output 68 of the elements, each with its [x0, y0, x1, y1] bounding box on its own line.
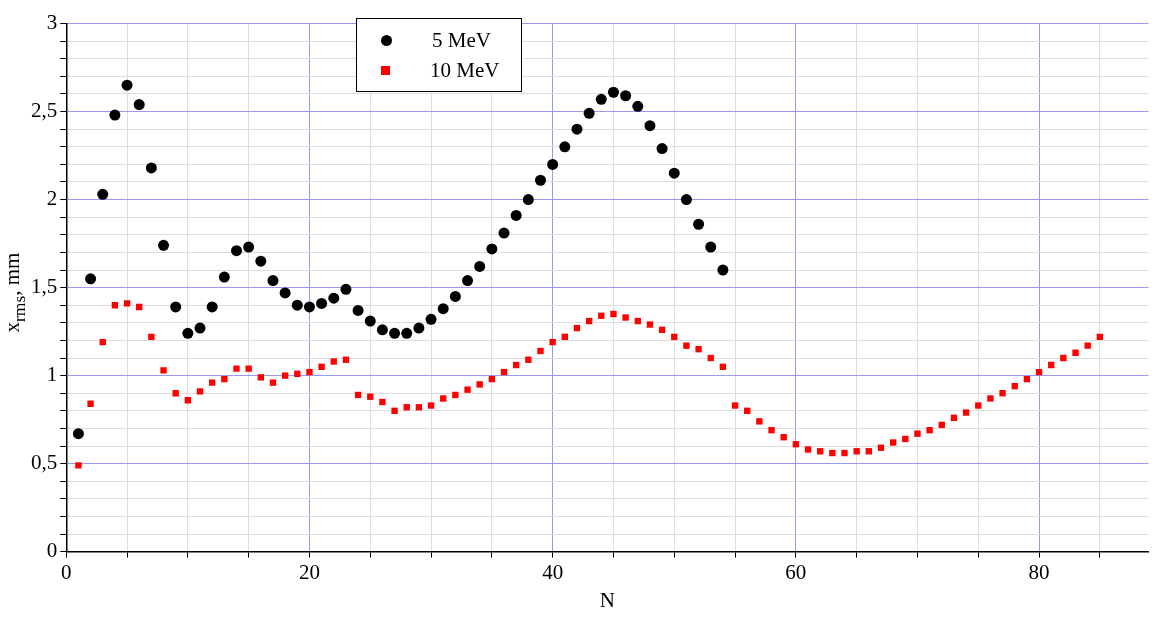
point — [279, 287, 291, 299]
point — [583, 107, 595, 119]
point — [182, 327, 194, 339]
y-tick-label: 2 — [46, 186, 58, 211]
point — [158, 239, 170, 251]
point — [449, 290, 461, 302]
y-tick-label: 0 — [46, 538, 58, 563]
point — [255, 255, 267, 267]
point — [328, 292, 340, 304]
y-tick-label: 2,5 — [31, 98, 58, 123]
point — [668, 167, 680, 179]
x-axis-title: N — [599, 587, 615, 612]
point — [230, 245, 242, 257]
point — [133, 99, 145, 111]
point — [145, 162, 157, 174]
point — [97, 188, 109, 200]
point — [85, 273, 97, 285]
point — [559, 141, 571, 153]
point — [498, 227, 510, 239]
y-tick-label: 1 — [46, 362, 58, 387]
point — [510, 209, 522, 221]
point — [291, 299, 303, 311]
x-tick-label: 20 — [298, 559, 320, 584]
point — [717, 264, 729, 276]
point — [218, 271, 230, 283]
point — [109, 109, 121, 121]
point — [547, 158, 559, 170]
point — [462, 275, 474, 287]
x-tick-label: 40 — [542, 559, 564, 584]
point — [425, 313, 437, 325]
point — [522, 194, 534, 206]
point — [243, 241, 255, 253]
point — [620, 90, 632, 102]
point — [364, 315, 376, 327]
point — [316, 297, 328, 309]
legend-label: 10 MeV — [430, 57, 500, 83]
point — [194, 322, 206, 334]
point — [486, 243, 498, 255]
point — [680, 194, 692, 206]
point — [376, 324, 388, 336]
point — [437, 303, 449, 315]
point — [389, 327, 401, 339]
x-tick-label: 80 — [1028, 559, 1050, 584]
point — [352, 304, 364, 316]
point — [632, 100, 644, 112]
x-tick-label: 60 — [785, 559, 807, 584]
y-tick-label: 0,5 — [31, 450, 58, 475]
point — [534, 174, 546, 186]
point — [474, 260, 486, 272]
point — [170, 301, 182, 313]
y-tick-label: 1,5 — [31, 274, 58, 299]
point — [693, 218, 705, 230]
y-tick-label: 3 — [46, 10, 58, 35]
point — [607, 86, 619, 98]
point — [206, 301, 218, 313]
point — [644, 120, 656, 132]
point — [401, 327, 413, 339]
point — [267, 275, 279, 287]
point — [72, 428, 84, 440]
point — [121, 79, 133, 91]
point — [595, 93, 607, 105]
point — [705, 241, 717, 253]
point — [413, 322, 425, 334]
point — [571, 123, 583, 135]
point — [656, 143, 668, 155]
point — [340, 283, 352, 295]
legend-label: 5 MeV — [432, 27, 491, 53]
point — [303, 301, 315, 313]
